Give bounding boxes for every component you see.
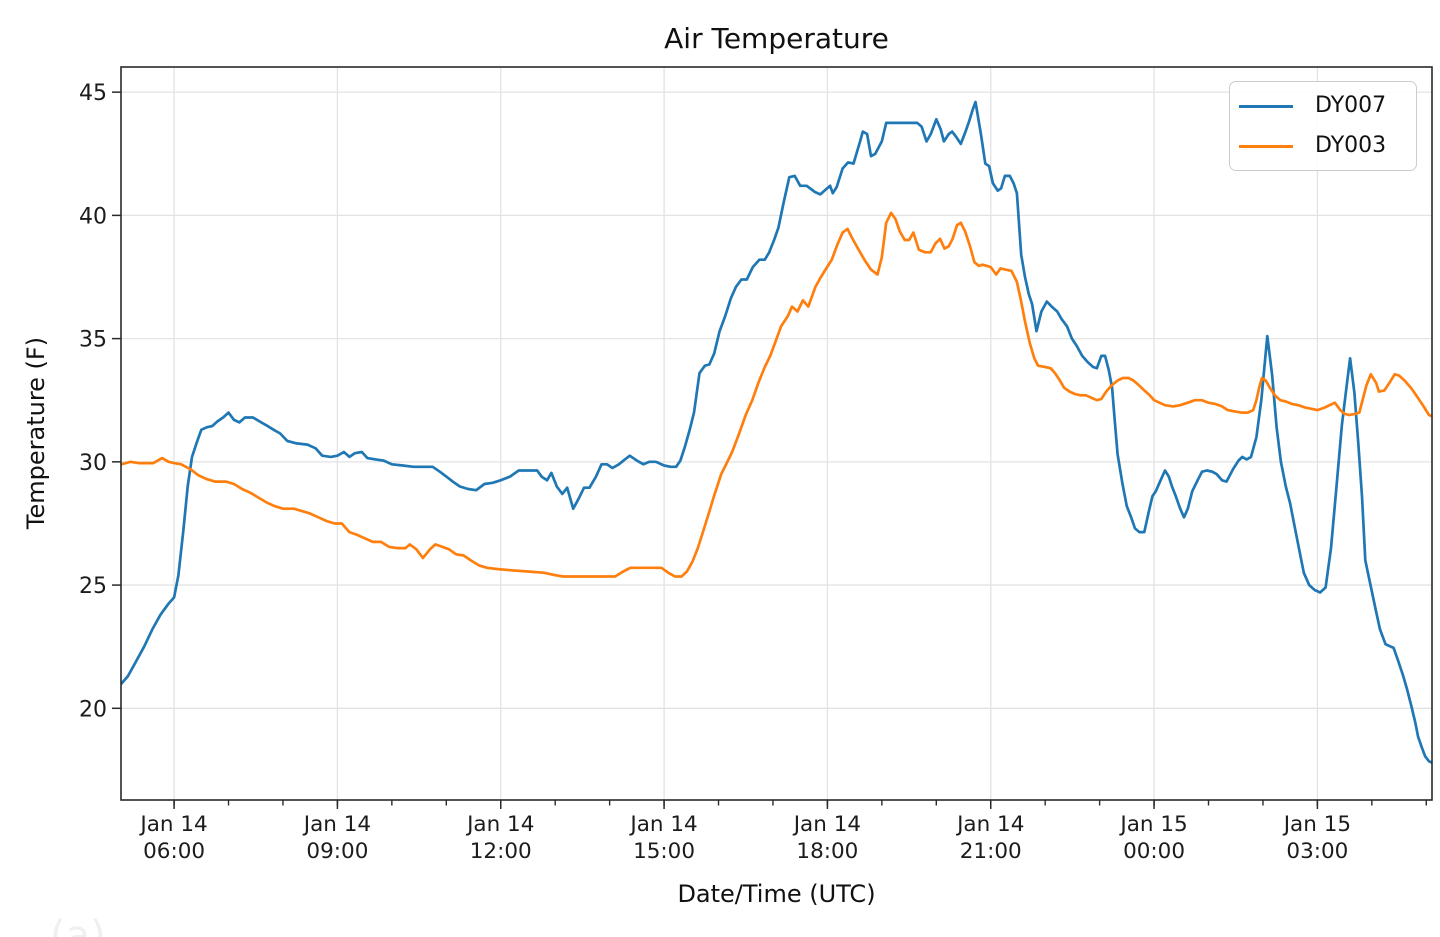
x-axis-label: Date/Time (UTC) [677, 880, 876, 908]
series-line-dy003 [121, 211, 1432, 578]
x-tick-label: Jan 14 12:00 [465, 812, 534, 864]
y-tick-label: 30 [79, 451, 107, 476]
x-tick-label: Jan 14 21:00 [955, 812, 1024, 864]
legend-line-sample-dy003 [1239, 144, 1293, 148]
x-tick-label: Jan 14 09:00 [302, 812, 371, 864]
y-tick-label: 20 [79, 697, 107, 722]
legend-label-dy003: DY003 [1315, 133, 1387, 158]
x-tick-label: Jan 14 18:00 [792, 812, 861, 864]
legend-line-sample-dy007 [1239, 104, 1293, 108]
y-axis-label: Temperature (F) [22, 336, 50, 530]
chart-title: Air Temperature [664, 22, 889, 55]
y-tick-label: 35 [79, 328, 107, 353]
legend-entry-dy003: DY003 [1230, 126, 1416, 166]
y-tick-label: 40 [79, 204, 107, 229]
plot-border [120, 66, 1433, 801]
series-line-dy007 [121, 100, 1432, 764]
x-tick-label: Jan 15 00:00 [1118, 812, 1187, 864]
y-tick-label: 45 [79, 81, 107, 106]
x-tick-label: Jan 14 06:00 [138, 812, 207, 864]
x-tick-label: Jan 15 03:00 [1282, 812, 1351, 864]
legend-label-dy007: DY007 [1315, 93, 1387, 118]
legend-entry-dy007: DY007 [1230, 86, 1416, 126]
corner-label: (a) [50, 913, 106, 937]
y-tick-label: 25 [79, 574, 107, 599]
legend: DY007 DY003 [1229, 81, 1417, 171]
x-tick-label: Jan 14 15:00 [628, 812, 697, 864]
